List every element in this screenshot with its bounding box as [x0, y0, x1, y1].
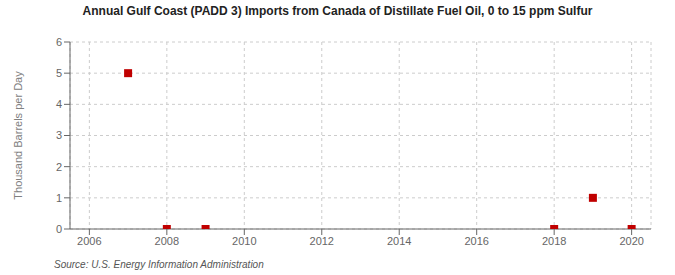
svg-text:2014: 2014	[387, 235, 411, 247]
svg-text:1: 1	[56, 192, 62, 204]
svg-text:4: 4	[56, 98, 62, 110]
svg-text:2020: 2020	[619, 235, 643, 247]
html-text:Source: U.S. Energy Informatio: Source: U.S. Energy Information Administ…	[54, 259, 264, 270]
html-text:Annual Gulf Coast (PADD 3) Imp: Annual Gulf Coast (PADD 3) Imports from …	[82, 4, 593, 18]
svg-text:2018: 2018	[542, 235, 566, 247]
svg-text:2: 2	[56, 161, 62, 173]
svg-text:5: 5	[56, 67, 62, 79]
svg-text:2010: 2010	[232, 235, 256, 247]
svg-text:2006: 2006	[77, 235, 101, 247]
svg-text:2012: 2012	[310, 235, 334, 247]
svg-text:Thousand Barrels per Day: Thousand Barrels per Day	[12, 71, 24, 200]
svg-text:0: 0	[56, 223, 62, 235]
svg-text:3: 3	[56, 129, 62, 141]
svg-text:6: 6	[56, 36, 62, 48]
svg-text:2008: 2008	[155, 235, 179, 247]
svg-text:2016: 2016	[464, 235, 488, 247]
